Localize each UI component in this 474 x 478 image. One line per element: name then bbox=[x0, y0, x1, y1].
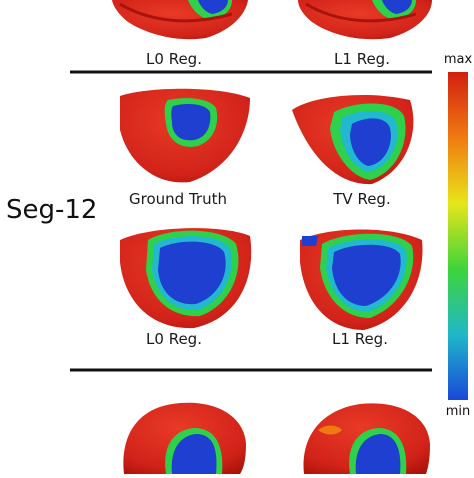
label-l0-reg: L0 Reg. bbox=[146, 330, 202, 348]
row-label-seg12: Seg-12 bbox=[6, 195, 98, 225]
colorbar-max-label: max bbox=[443, 52, 473, 67]
heart-top-right bbox=[298, 0, 432, 40]
heart-bottom-right bbox=[303, 403, 430, 474]
heart-ground-truth bbox=[120, 88, 250, 183]
colorbar-min-label: min bbox=[445, 404, 471, 419]
label-ground-truth: Ground Truth bbox=[129, 190, 227, 208]
colorbar bbox=[448, 72, 468, 400]
heart-l1-reg bbox=[300, 229, 423, 330]
heart-tv-reg bbox=[292, 95, 414, 185]
label-tv-reg: TV Reg. bbox=[333, 190, 391, 208]
heart-bottom-left bbox=[123, 402, 246, 474]
heart-top-left bbox=[112, 0, 248, 40]
label-l1-reg: L1 Reg. bbox=[332, 330, 388, 348]
label-top-right: L1 Reg. bbox=[334, 50, 390, 68]
heart-l0-reg bbox=[120, 228, 252, 329]
label-top-left: L0 Reg. bbox=[146, 50, 202, 68]
